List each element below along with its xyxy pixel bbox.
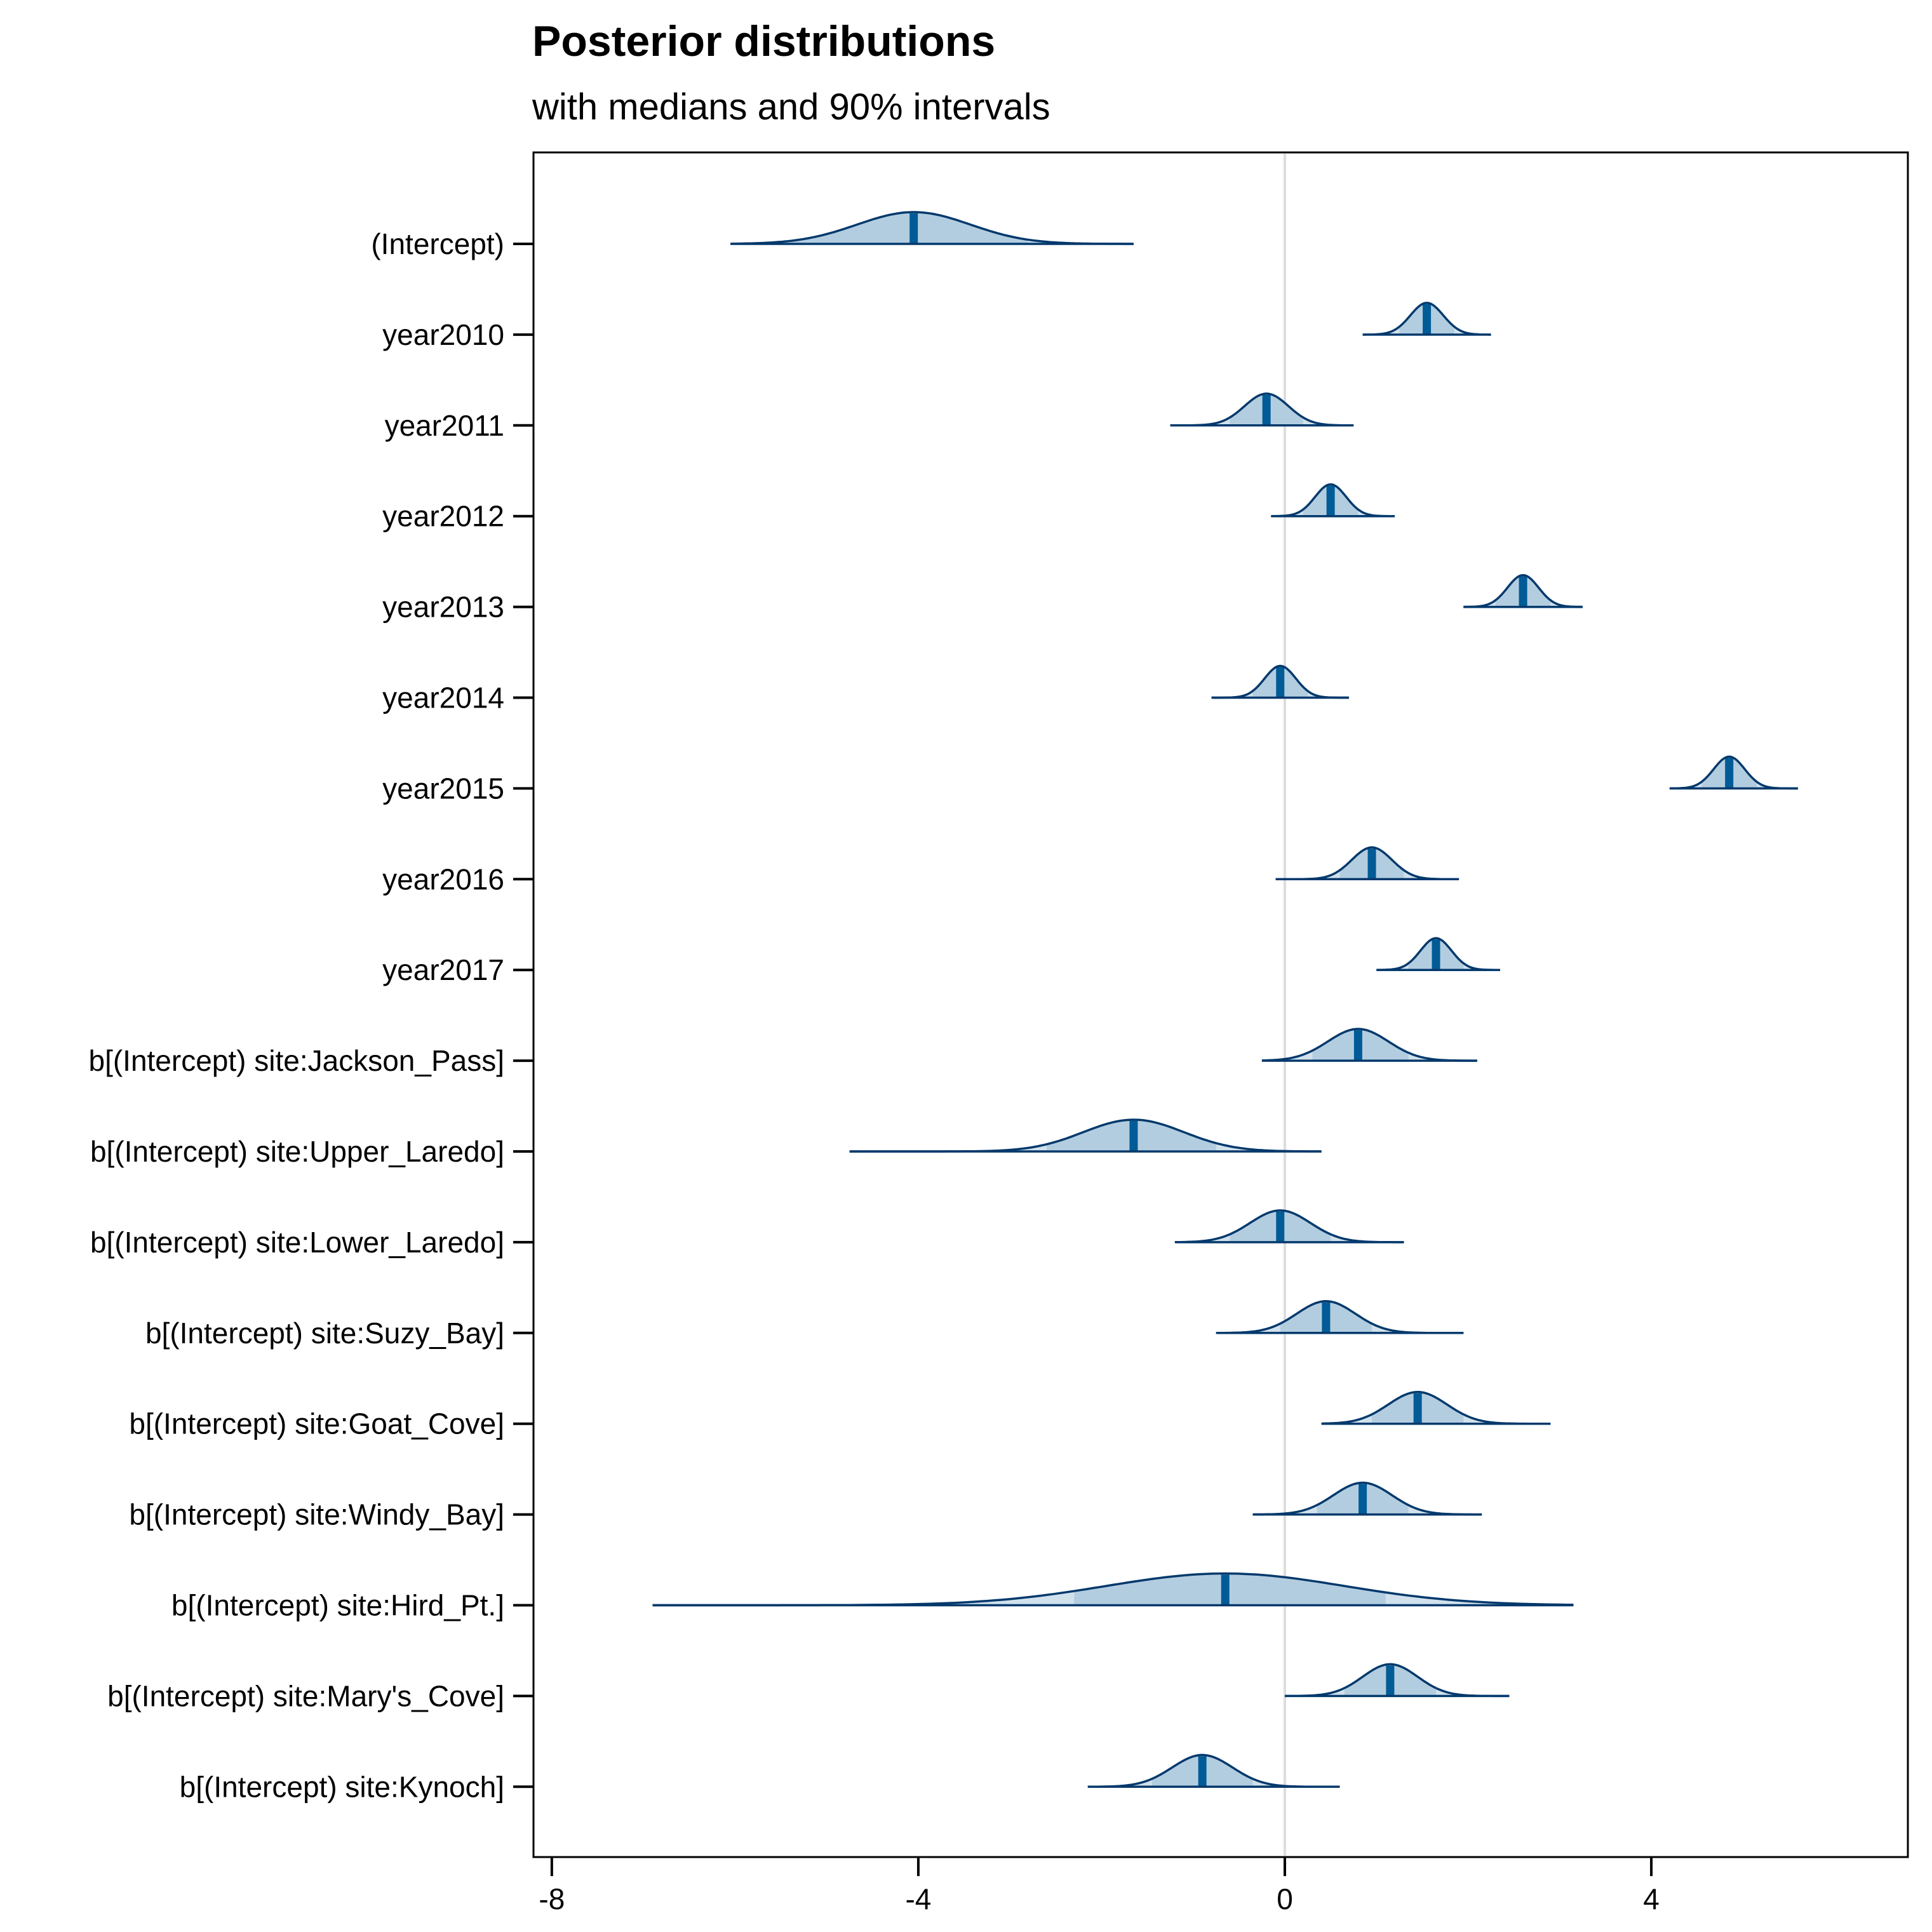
- y-tick-label: b[(Intercept) site:Mary's_Cove]: [107, 1679, 504, 1712]
- interval-90-fill: [789, 212, 1028, 244]
- y-tick-label: year2017: [382, 953, 504, 986]
- y-tick-label: year2012: [382, 500, 504, 533]
- ridge-4: [1463, 574, 1583, 608]
- y-axis: (Intercept) year2010 year2011 year2012 year2…: [88, 227, 533, 1803]
- ridge-15: [652, 1572, 1574, 1607]
- y-tick-label: (Intercept): [371, 227, 504, 260]
- x-tick-label: 4: [1643, 1882, 1660, 1915]
- ridges-layer: [652, 211, 1798, 1788]
- y-tick-label: year2016: [382, 862, 504, 896]
- y-tick-label: year2011: [385, 409, 504, 442]
- ridge-7: [1275, 846, 1459, 881]
- y-tick-label: b[(Intercept) site:Jackson_Pass]: [88, 1044, 504, 1077]
- ridge-11: [1174, 1209, 1404, 1244]
- y-tick-label: b[(Intercept) site:Upper_Laredo]: [90, 1135, 504, 1168]
- y-tick-label: b[(Intercept) site:Goat_Cove]: [129, 1407, 504, 1440]
- y-tick-label: b[(Intercept) site:Kynoch]: [180, 1770, 504, 1803]
- density-outline: [1362, 302, 1491, 336]
- ridge-16: [1284, 1663, 1510, 1698]
- y-tick-label: b[(Intercept) site:Suzy_Bay]: [145, 1317, 504, 1350]
- y-tick-label: year2014: [382, 681, 504, 714]
- y-tick-label: year2015: [382, 772, 504, 805]
- y-tick-label: b[(Intercept) site:Lower_Laredo]: [90, 1226, 504, 1259]
- x-tick-label: -4: [905, 1882, 931, 1915]
- ridge-5: [1211, 664, 1349, 699]
- ridge-8: [1376, 937, 1501, 971]
- chart-subtitle: with medians and 90% intervals: [532, 86, 1050, 128]
- ridge-3: [1271, 483, 1395, 518]
- ridge-12: [1216, 1300, 1464, 1334]
- ridge-13: [1321, 1390, 1551, 1425]
- chart-title: Posterior distributions: [532, 17, 995, 65]
- density-outline: [1463, 574, 1583, 608]
- ridge-6: [1669, 755, 1798, 790]
- interval-90-fill: [1074, 1573, 1386, 1606]
- x-tick-label: 0: [1277, 1882, 1293, 1915]
- ridge-2: [1170, 392, 1354, 427]
- ridge-0: [730, 211, 1134, 245]
- ridge-10: [849, 1118, 1322, 1153]
- y-tick-label: b[(Intercept) site:Windy_Bay]: [129, 1498, 504, 1531]
- ridge-1: [1362, 302, 1491, 336]
- x-axis: -8 -4 0 4: [539, 1857, 1660, 1915]
- x-tick-label: -8: [539, 1882, 565, 1915]
- plot-panel: [532, 151, 1909, 1858]
- y-tick-label: year2010: [382, 318, 504, 351]
- ridge-17: [1087, 1754, 1340, 1788]
- y-tick-label: b[(Intercept) site:Hird_Pt.]: [171, 1589, 504, 1622]
- y-tick-label: year2013: [382, 591, 504, 624]
- ridge-9: [1261, 1028, 1477, 1062]
- ridge-14: [1252, 1481, 1482, 1516]
